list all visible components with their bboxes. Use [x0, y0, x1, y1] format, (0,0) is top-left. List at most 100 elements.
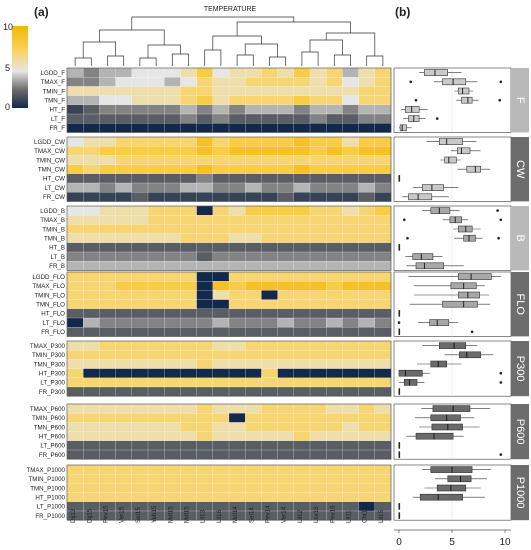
heat-cell: [261, 350, 279, 360]
heat-cell: [326, 340, 343, 351]
heat-cell: [164, 224, 181, 235]
heat-cell: [147, 464, 165, 475]
heat-cell: [99, 95, 117, 106]
heat-cell: [326, 173, 343, 184]
heat-cell: [131, 104, 149, 115]
heat-cell: [131, 327, 149, 337]
heat-cell: [164, 281, 181, 291]
heat-cell: [83, 431, 100, 442]
heat-cell: [212, 192, 230, 202]
box-iqr: [415, 432, 454, 440]
heat-cell: [147, 113, 165, 124]
heat-cell: [164, 413, 181, 423]
heat-cell: [131, 86, 149, 97]
heat-cell: [83, 403, 100, 414]
heat-cell: [358, 271, 376, 282]
heat-cell: [83, 205, 100, 216]
heat-cell: [196, 67, 214, 78]
heat-cell: [358, 368, 376, 379]
heat-cell: [147, 251, 165, 262]
row-label: LT_P1000: [37, 504, 66, 511]
heat-cell: [99, 123, 117, 133]
group-strip-bg: [511, 341, 529, 397]
heat-cell: [228, 440, 246, 451]
heat-cell: [309, 271, 327, 282]
row-label: LGDD_F: [41, 70, 66, 77]
heat-cell: [99, 290, 117, 301]
heat-cell: [212, 173, 230, 184]
heat-cell: [147, 449, 165, 460]
group-strip-label: FLO: [514, 293, 526, 315]
heat-cell: [164, 327, 181, 337]
heat-cell: [180, 492, 198, 503]
heat-panel-border: [66, 464, 392, 521]
heat-cell: [277, 95, 295, 106]
heat-cell: [277, 261, 295, 271]
box-iqr: [458, 291, 480, 299]
heat-cell: [374, 205, 392, 216]
heat-cell: [309, 492, 327, 503]
heat-cell: [66, 464, 84, 475]
heat-cell: [228, 359, 246, 370]
heat-cell: [99, 261, 117, 271]
heat-cell: [115, 146, 133, 156]
heat-cell: [309, 224, 327, 235]
heat-cell: [115, 271, 133, 282]
box-outlier: [406, 236, 409, 240]
heat-cell: [83, 350, 100, 360]
heat-cell: [293, 242, 311, 253]
heat-cell: [115, 431, 133, 442]
heat-cell: [309, 205, 327, 216]
heat-cell: [131, 386, 149, 397]
row-label: FR_P1000: [35, 513, 65, 520]
heat-panel-FLO: [66, 271, 392, 337]
heat-cell: [309, 164, 327, 175]
heat-cell: [228, 299, 246, 310]
heat-cell: [228, 261, 246, 271]
dendrogram-link: [325, 32, 376, 56]
heat-cell: [326, 308, 343, 319]
heat-cell: [293, 233, 311, 244]
heat-cell: [277, 173, 295, 184]
heat-cell: [180, 440, 198, 451]
heat-cell: [147, 164, 165, 175]
heat-cell: [115, 67, 133, 78]
heat-cell: [374, 501, 392, 512]
heat-cell: [147, 261, 165, 271]
heat-cell: [358, 377, 376, 388]
heat-cell: [212, 123, 230, 133]
heat-cell: [115, 104, 133, 115]
heat-cell: [212, 281, 230, 291]
heat-cell: [147, 290, 165, 301]
heat-cell: [261, 251, 279, 262]
heat-cell: [245, 350, 262, 360]
heat-cell: [277, 308, 295, 319]
heat-cell: [326, 242, 343, 253]
heat-cell: [342, 449, 360, 460]
heat-cell: [261, 224, 279, 235]
heat-cell: [99, 368, 117, 379]
heat-cell: [374, 136, 392, 147]
heat-cell: [99, 271, 117, 282]
heat-cell: [342, 136, 360, 147]
heat-cell: [245, 205, 262, 216]
heat-cell: [212, 215, 230, 225]
heat-cell: [374, 113, 392, 124]
heat-cell: [245, 182, 262, 193]
heat-cell: [277, 77, 295, 87]
heat-cell: [374, 173, 392, 184]
heat-cell: [164, 242, 181, 253]
group-strip-bg: [511, 404, 529, 460]
heat-cell: [358, 422, 376, 433]
heat-cell: [164, 483, 181, 494]
heat-cell: [164, 449, 181, 460]
heat-cell: [293, 327, 311, 337]
x-axis-tick-label: 0: [396, 537, 402, 548]
heat-cell: [374, 403, 392, 414]
heat-cell: [358, 86, 376, 97]
heat-cell: [309, 113, 327, 124]
heat-cell: [228, 317, 246, 328]
heat-cell: [228, 271, 246, 282]
row-label: TMAX_B: [40, 217, 65, 224]
heat-cell: [293, 449, 311, 460]
